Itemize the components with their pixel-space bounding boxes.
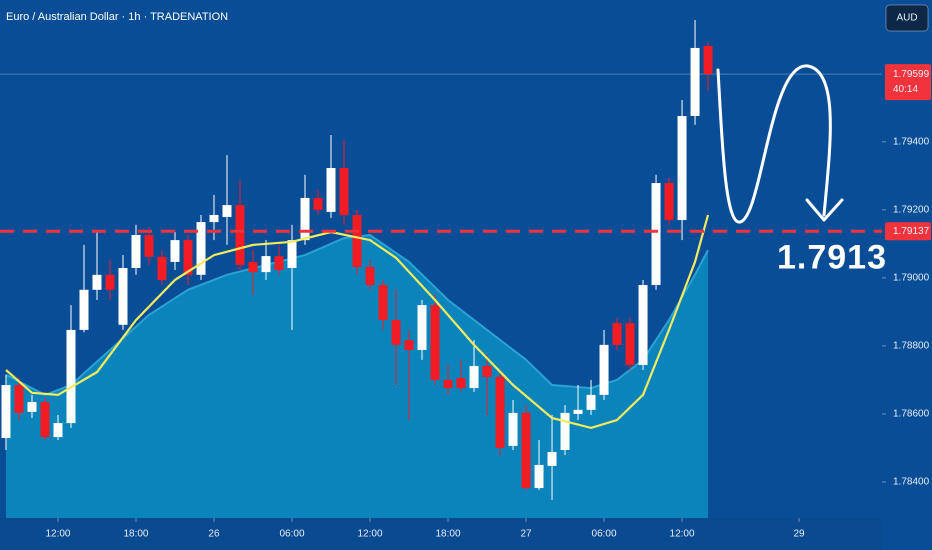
candle-body xyxy=(261,256,271,273)
candle-body xyxy=(469,365,479,389)
candle-body xyxy=(1,385,11,439)
time-axis xyxy=(0,518,882,550)
candle-body xyxy=(79,289,89,330)
candle-body xyxy=(300,197,310,241)
y-tick-label: 1.78800 xyxy=(893,341,930,352)
plot-area xyxy=(0,20,882,518)
y-tick-label: 1.79200 xyxy=(893,204,930,215)
y-tick-label: 1.78600 xyxy=(893,409,930,420)
arrow-head xyxy=(805,198,844,222)
candle-body xyxy=(365,266,375,286)
candle-body xyxy=(92,274,102,290)
candle-body xyxy=(651,182,661,286)
candle-body xyxy=(521,412,531,489)
candle-body xyxy=(313,197,323,210)
candle-body xyxy=(391,320,401,345)
candle-body xyxy=(690,47,700,116)
level-box xyxy=(885,222,931,241)
candle-body xyxy=(118,268,128,325)
x-tick-label: 12:00 xyxy=(670,529,695,540)
candle-body xyxy=(53,423,63,438)
x-tick-label: 12:00 xyxy=(357,529,382,540)
candle-body xyxy=(183,240,193,275)
chart-title: Euro / Australian Dollar · 1h · TRADENAT… xyxy=(6,11,228,23)
y-tick-label: 1.79400 xyxy=(893,136,930,147)
candle-body xyxy=(664,182,674,221)
candle-body xyxy=(287,240,297,269)
candle-body xyxy=(274,256,284,271)
candle-body xyxy=(248,261,258,273)
candle-body xyxy=(599,344,609,395)
currency-label[interactable]: AUD xyxy=(896,13,917,24)
candle-body xyxy=(703,45,713,75)
candle-body xyxy=(326,168,336,212)
candle-body xyxy=(131,235,141,269)
candle-body xyxy=(677,115,687,221)
candle-body xyxy=(534,464,544,489)
level-label: 1.79137 xyxy=(893,226,930,237)
candle-body xyxy=(170,240,180,262)
candle-body xyxy=(196,222,206,275)
x-tick-label: 26 xyxy=(208,529,220,540)
x-tick-label: 12:00 xyxy=(45,529,70,540)
x-tick-label: 18:00 xyxy=(436,529,461,540)
candle-body xyxy=(456,377,466,389)
x-tick-label: 29 xyxy=(793,529,805,540)
y-tick-label: 1.79000 xyxy=(893,273,930,284)
candle-body xyxy=(14,385,24,413)
last-price-box xyxy=(885,64,931,101)
candle-body xyxy=(404,340,414,350)
candle-body xyxy=(222,205,232,217)
x-tick-label: 27 xyxy=(520,529,532,540)
candle-body xyxy=(378,285,388,321)
ma-fast-line xyxy=(5,214,710,430)
candle-body xyxy=(417,305,427,350)
candle-body xyxy=(144,235,154,257)
candle-body xyxy=(339,168,349,215)
candle-body xyxy=(508,412,518,446)
candle-body xyxy=(638,285,648,365)
candle-body xyxy=(573,409,583,414)
candle-body xyxy=(482,365,492,377)
candle-body xyxy=(443,379,453,389)
candle-body xyxy=(105,274,115,290)
candle-body xyxy=(547,452,557,466)
candle-body xyxy=(352,214,362,267)
x-tick-label: 06:00 xyxy=(279,529,304,540)
candle-body xyxy=(625,323,635,365)
candle-body xyxy=(235,205,245,265)
candle-body xyxy=(66,329,76,424)
x-tick-label: 18:00 xyxy=(123,529,148,540)
ma-area xyxy=(6,235,708,518)
candle-body xyxy=(157,256,167,280)
countdown-label: 40:14 xyxy=(893,84,918,95)
last-price-label: 1.79599 xyxy=(893,69,930,80)
candle-body xyxy=(40,402,50,438)
y-tick-label: 1.78400 xyxy=(893,477,930,488)
currency-button[interactable]: AUD xyxy=(885,4,929,32)
candle-body xyxy=(560,412,570,450)
candle-body xyxy=(430,305,440,380)
candle-body xyxy=(27,402,37,412)
candle-body xyxy=(209,214,219,223)
target-annotation: 1.7913 xyxy=(777,238,887,276)
arrow-drawing xyxy=(716,64,832,224)
candle-body xyxy=(495,376,505,448)
candle-body xyxy=(586,394,596,410)
candle-body xyxy=(612,323,622,345)
x-tick-label: 06:00 xyxy=(592,529,617,540)
currency-box[interactable] xyxy=(885,4,929,32)
